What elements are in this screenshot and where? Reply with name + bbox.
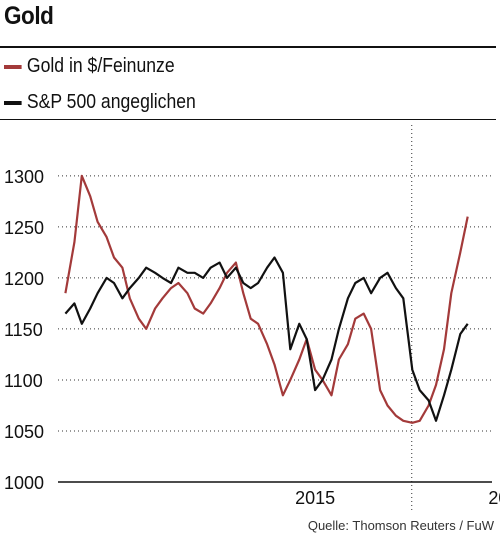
x-tick-label-2015: 2015 <box>295 488 335 508</box>
x-tick-label-2016: 2016 <box>488 488 500 508</box>
series-lines <box>64 174 469 424</box>
y-tick-label-1150: 1150 <box>4 320 43 340</box>
y-tick-label-1250: 1250 <box>4 218 44 238</box>
y-tick-label-1000: 1000 <box>4 473 44 493</box>
legend-item-sp500: S&P 500 angeglichen <box>4 91 196 114</box>
gridlines <box>58 125 492 512</box>
y-tick-label-1300: 1300 <box>4 167 44 187</box>
legend-label-gold: Gold in $/Feinunze <box>26 55 175 77</box>
series-line-gold <box>64 174 469 424</box>
y-axis: 1000 1050 1100 1150 1200 1250 1300 <box>4 167 44 493</box>
x-axis: 2015 2016 <box>58 481 500 508</box>
y-tick-label-1050: 1050 <box>4 422 44 442</box>
legend-rule <box>0 119 496 120</box>
legend-swatch-sp500 <box>4 100 22 105</box>
legend-label-sp500: S&P 500 angeglichen <box>26 91 196 113</box>
title-rule <box>0 46 496 48</box>
source-note: Quelle: Thomson Reuters / FuW <box>307 518 494 533</box>
chart-title: Gold <box>4 2 54 30</box>
y-tick-label-1100: 1100 <box>4 371 43 391</box>
legend-swatch-gold <box>4 64 22 69</box>
y-tick-label-1200: 1200 <box>4 269 44 289</box>
legend-item-gold: Gold in $/Feinunze <box>4 55 175 78</box>
series-line-sp500 <box>64 256 469 422</box>
